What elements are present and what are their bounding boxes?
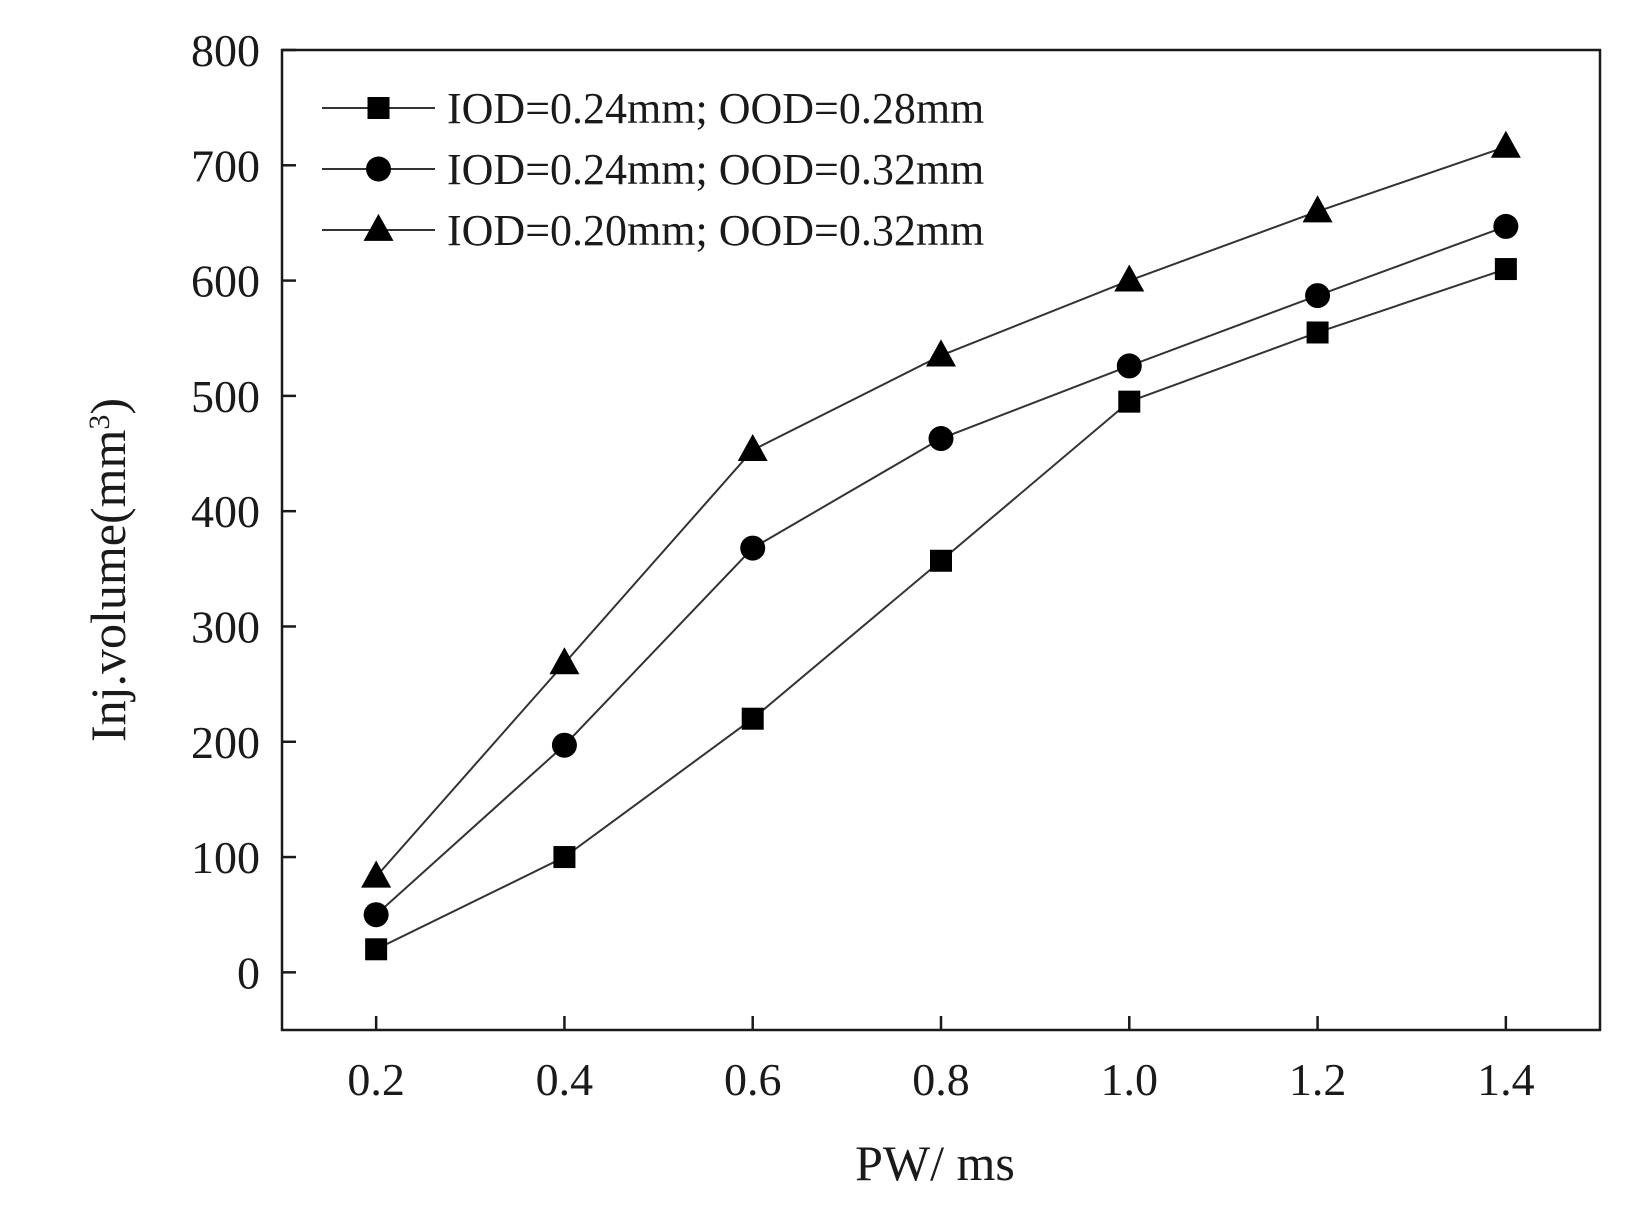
legend-marker-triangle — [363, 213, 394, 241]
y-axis-title-suffix: ) — [80, 398, 136, 415]
data-point-circle — [1305, 283, 1331, 309]
data-point-circle — [551, 732, 577, 758]
data-point-circle — [740, 535, 766, 561]
series-1 — [365, 258, 1517, 961]
series-2 — [363, 213, 1519, 928]
plot-frame — [280, 48, 1602, 1032]
legend-marker-square — [367, 97, 390, 119]
data-point-triangle — [1302, 195, 1333, 223]
data-point-circle — [1116, 353, 1142, 379]
x-tick-label: 1.2 — [1289, 1054, 1347, 1105]
x-tick-label: 1.4 — [1477, 1054, 1535, 1105]
data-point-square — [1306, 321, 1329, 344]
y-tick-label: 600 — [191, 256, 260, 307]
legend-label: IOD=0.20mm; OOD=0.32mm — [447, 206, 984, 255]
y-tick-label: 500 — [191, 371, 260, 422]
y-tick-label: 100 — [191, 832, 260, 883]
data-point-triangle — [1114, 264, 1145, 292]
data-point-circle — [363, 902, 389, 928]
x-tick-label: 0.6 — [724, 1054, 782, 1105]
data-point-square — [1494, 258, 1517, 281]
data-point-triangle — [549, 647, 580, 675]
legend-item-2: IOD=0.24mm; OOD=0.32mm — [322, 145, 984, 194]
series-line — [375, 145, 1507, 878]
y-axis-title-main: Inj.volume(mm — [80, 429, 136, 742]
data-point-triangle — [737, 433, 768, 461]
legend-item-1: IOD=0.24mm; OOD=0.28mm — [322, 84, 984, 133]
data-point-triangle — [926, 339, 956, 367]
x-tick-label: 0.2 — [347, 1054, 405, 1105]
series-3 — [361, 130, 1521, 888]
y-tick-label: 400 — [191, 486, 260, 537]
x-tick-label: 0.4 — [536, 1054, 594, 1105]
series-line — [375, 268, 1507, 951]
data-point-triangle — [1490, 130, 1521, 158]
y-axis-title-superscript: 3 — [83, 415, 116, 430]
data-point-square — [741, 707, 764, 730]
y-tick-label: 700 — [191, 140, 260, 191]
data-point-square — [930, 549, 952, 572]
x-tick-label: 0.8 — [912, 1054, 970, 1105]
y-tick-label: 300 — [191, 601, 260, 652]
legend-marker-circle — [366, 156, 391, 182]
data-point-circle — [1493, 213, 1519, 239]
data-point-square — [553, 846, 576, 869]
data-point-square — [365, 938, 388, 961]
y-tick-label: 800 — [191, 25, 260, 76]
data-point-triangle — [361, 860, 392, 888]
y-axis-title: Inj.volume(mm3) — [80, 398, 136, 742]
legend-item-3: IOD=0.20mm; OOD=0.32mm — [322, 206, 984, 255]
x-axis-title: PW/ ms — [855, 1135, 1015, 1191]
x-tick-label: 1.0 — [1101, 1054, 1159, 1105]
legend-label: IOD=0.24mm; OOD=0.28mm — [447, 84, 984, 133]
legend: IOD=0.24mm; OOD=0.28mm IOD=0.24mm; OOD=0.… — [322, 84, 984, 255]
y-tick-label: 200 — [191, 717, 260, 768]
legend-label: IOD=0.24mm; OOD=0.32mm — [447, 145, 984, 194]
data-point-square — [1118, 390, 1141, 413]
y-tick-label: 0 — [237, 947, 260, 998]
data-point-circle — [928, 426, 954, 452]
